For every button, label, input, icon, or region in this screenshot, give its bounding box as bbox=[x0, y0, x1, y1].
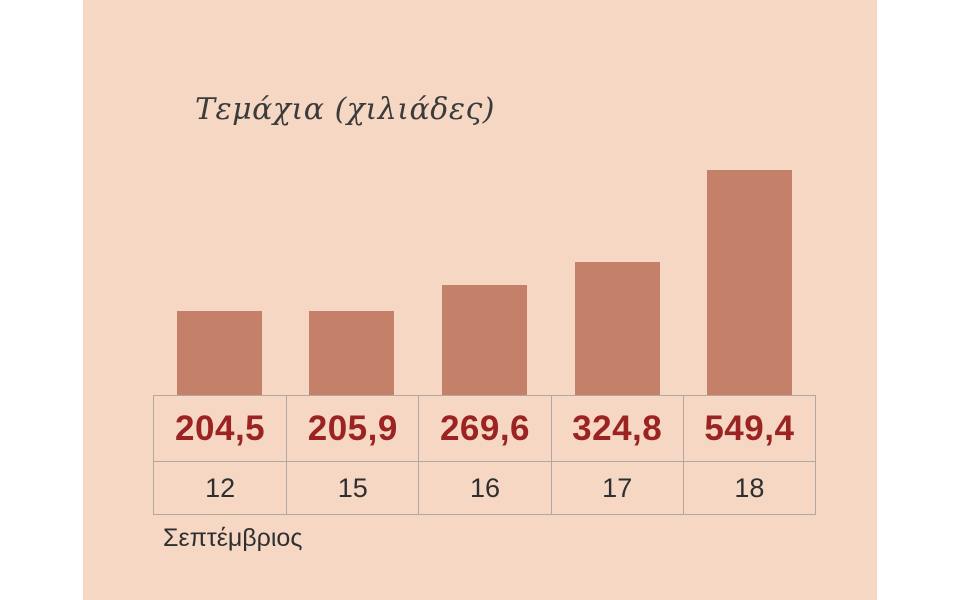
value-cell: 204,5 bbox=[154, 396, 287, 462]
value-cell: 269,6 bbox=[418, 396, 551, 462]
day-cell: 17 bbox=[550, 462, 683, 514]
day-cell: 18 bbox=[682, 462, 815, 514]
value-table: 204,5 205,9 269,6 324,8 549,4 12 15 16 17 18 bbox=[153, 395, 816, 515]
value-cell: 549,4 bbox=[682, 396, 815, 462]
chart-panel: Τεμάχια (χιλιάδες) 204,5 205,9 269,6 324,8 5… bbox=[83, 0, 877, 600]
bar-column bbox=[153, 0, 286, 395]
day-cell: 15 bbox=[286, 462, 418, 514]
bar bbox=[176, 311, 262, 395]
chart-title: Τεμάχια (χιλιάδες) bbox=[195, 92, 495, 127]
bar-column bbox=[418, 0, 551, 395]
bar-column bbox=[286, 0, 419, 395]
bar bbox=[441, 285, 527, 395]
day-cell: 16 bbox=[418, 462, 550, 514]
value-cell: 205,9 bbox=[286, 396, 419, 462]
day-cell: 12 bbox=[205, 472, 236, 503]
bar bbox=[574, 262, 660, 395]
x-axis-caption: Σεπτέμβριος bbox=[163, 524, 303, 552]
bar bbox=[309, 311, 395, 395]
bars-area bbox=[153, 0, 816, 395]
bar-column bbox=[683, 0, 816, 395]
value-cell: 324,8 bbox=[550, 396, 683, 462]
bar-column bbox=[551, 0, 684, 395]
bar bbox=[707, 170, 793, 395]
